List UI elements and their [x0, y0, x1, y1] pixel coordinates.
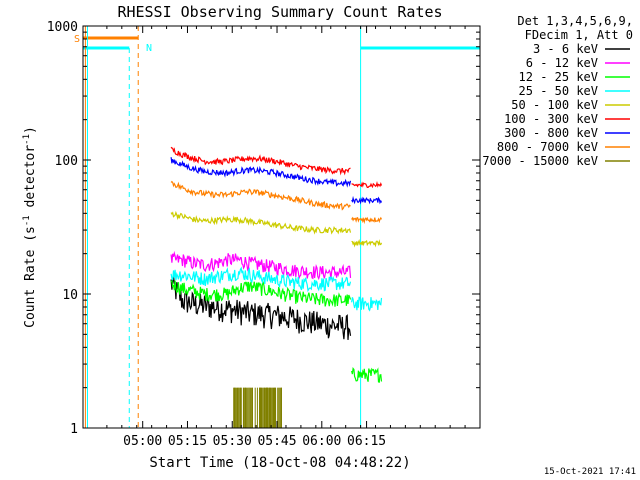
- x-tick-label: 05:45: [257, 434, 296, 449]
- x-tick-label: 05:15: [168, 434, 207, 449]
- plot-frame: [82, 25, 481, 429]
- series-100-300-kev-post: [351, 180, 383, 189]
- legend-label: 800 - 7000 keV: [497, 140, 598, 154]
- series-7000-15000-kev: [233, 387, 282, 428]
- x-tick-label: 05:00: [123, 434, 162, 449]
- y-axis-label-sup2: -1: [22, 134, 32, 145]
- x-axis-ticks: 05:00 05:15 05:30 05:45 06:00 06:15: [106, 26, 466, 449]
- y-axis-label-end: ): [23, 126, 38, 134]
- y-tick-label: 1: [70, 422, 78, 437]
- x-tick-label: 06:00: [302, 434, 341, 449]
- series-300-800-kev: [170, 157, 352, 188]
- series-800-7000-kev: [170, 180, 351, 211]
- x-tick-label: 05:30: [213, 434, 252, 449]
- legend-label: 7000 - 15000 keV: [482, 154, 598, 168]
- series-50-100-kev-post: [351, 239, 383, 248]
- legend-label: 12 - 25 keV: [519, 70, 598, 84]
- legend-label: 25 - 50 keV: [519, 84, 598, 98]
- y-tick-label: 10: [62, 288, 78, 303]
- series-25-50-kev-post: [351, 296, 383, 312]
- night-flag-label: N: [146, 43, 152, 54]
- x-tick-label: 06:15: [347, 434, 386, 449]
- series-3-6-kev: [170, 275, 352, 340]
- y-axis-label-sup1: -1: [22, 215, 32, 226]
- legend-label: 300 - 800 keV: [504, 126, 598, 140]
- legend-header-1: Det 1,3,4,5,6,9,: [517, 14, 633, 28]
- series-50-100-kev: [170, 210, 352, 235]
- y-axis-label: Count Rate (s-1 detector-1): [22, 126, 38, 328]
- series-100-300-kev: [170, 146, 351, 176]
- legend-label: 100 - 300 keV: [504, 112, 598, 126]
- series-25-50-kev: [170, 266, 352, 293]
- legend-label: 6 - 12 keV: [526, 56, 598, 70]
- series-12-25-kev: [170, 279, 352, 307]
- chart-title: RHESSI Observing Summary Count Rates: [117, 3, 442, 21]
- legend-header-2: FDecim 1, Att 0: [525, 28, 633, 42]
- series-12-25-kev-post: [351, 367, 383, 383]
- y-axis-label-mid: detector: [23, 145, 38, 216]
- saa-flag-label: S: [74, 34, 80, 45]
- legend-label: 3 - 6 keV: [533, 42, 598, 56]
- legend-label: 50 - 100 keV: [511, 98, 598, 112]
- y-axis-ticks: 1 10 100 1000: [47, 20, 480, 437]
- y-axis-label-main: Count Rate (s: [23, 226, 38, 328]
- series-300-800-kev-post: [351, 195, 383, 205]
- x-axis-label: Start Time (18-Oct-08 04:48:22): [149, 455, 410, 471]
- series-800-7000-kev-post: [351, 216, 383, 225]
- series-6-12-kev: [170, 250, 352, 281]
- timestamp: 15-Oct-2021 17:41: [544, 467, 636, 477]
- y-tick-label: 100: [55, 154, 78, 169]
- y-tick-label: 1000: [47, 20, 78, 35]
